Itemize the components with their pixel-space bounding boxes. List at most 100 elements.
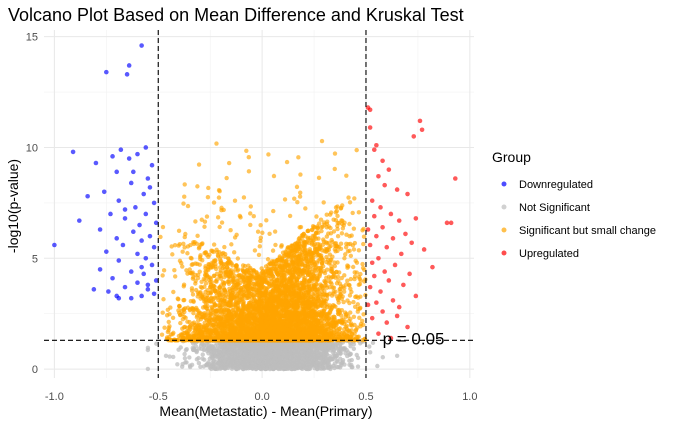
point-significant-small-change	[316, 175, 322, 181]
point-not-significant	[319, 355, 324, 361]
point-not-significant	[218, 357, 224, 362]
point-significant-small-change	[195, 294, 200, 299]
point-not-significant	[293, 342, 298, 347]
point-significant-small-change	[335, 233, 341, 239]
point-not-significant	[294, 364, 299, 369]
point-not-significant	[187, 364, 193, 370]
point-not-significant	[256, 359, 261, 365]
point-significant-small-change	[224, 175, 229, 181]
point-not-significant	[222, 365, 228, 371]
point-not-significant	[271, 363, 277, 368]
point-not-significant	[206, 343, 212, 349]
point-not-significant	[271, 351, 276, 356]
point-not-significant	[246, 341, 252, 347]
point-not-significant	[312, 361, 318, 366]
point-not-significant	[175, 362, 180, 367]
point-significant-small-change	[193, 219, 198, 224]
point-significant-small-change	[273, 242, 278, 248]
point-not-significant	[328, 357, 333, 362]
point-not-significant	[300, 363, 305, 368]
point-not-significant	[196, 355, 201, 361]
point-significant-small-change	[333, 205, 339, 210]
point-significant-small-change	[182, 194, 187, 199]
point-not-significant	[335, 359, 340, 364]
point-significant-small-change	[161, 297, 166, 302]
point-not-significant	[340, 359, 345, 365]
point-significant-small-change	[361, 234, 367, 239]
point-not-significant	[318, 352, 323, 357]
point-not-significant	[229, 360, 235, 366]
point-not-significant	[226, 349, 231, 355]
point-not-significant	[267, 351, 273, 356]
point-not-significant	[178, 345, 183, 350]
point-not-significant	[145, 366, 151, 372]
point-not-significant	[194, 349, 199, 355]
point-not-significant	[274, 347, 279, 353]
point-not-significant	[284, 357, 289, 362]
point-significant-small-change	[335, 226, 340, 232]
point-significant-small-change	[161, 268, 167, 273]
point-not-significant	[219, 353, 225, 358]
point-not-significant	[334, 341, 339, 347]
point-not-significant	[326, 343, 332, 349]
point-significant-small-change	[203, 281, 209, 286]
point-significant-small-change	[193, 272, 198, 278]
point-not-significant	[265, 363, 271, 368]
point-not-significant	[154, 341, 159, 346]
point-not-significant	[347, 358, 352, 363]
point-significant-small-change	[204, 214, 210, 219]
point-not-significant	[237, 355, 242, 360]
point-significant-small-change	[160, 273, 165, 278]
point-significant-small-change	[168, 305, 173, 310]
point-significant-small-change	[346, 195, 351, 200]
point-significant-small-change	[170, 252, 175, 257]
point-significant-small-change	[318, 217, 324, 222]
point-not-significant	[184, 347, 189, 352]
point-not-significant	[238, 341, 244, 346]
point-not-significant	[367, 350, 373, 355]
point-significant-small-change	[199, 217, 204, 222]
point-significant-small-change	[190, 321, 195, 326]
point-significant-small-change	[343, 245, 349, 250]
point-not-significant	[304, 362, 310, 367]
point-significant-small-change	[235, 256, 241, 261]
point-not-significant	[234, 358, 240, 364]
point-not-significant	[253, 363, 258, 369]
point-not-significant	[222, 359, 227, 364]
point-not-significant	[202, 343, 207, 348]
point-not-significant	[182, 356, 188, 361]
point-not-significant	[323, 357, 328, 363]
point-not-significant	[163, 353, 169, 359]
point-significant-small-change	[202, 219, 208, 224]
point-not-significant	[198, 364, 203, 369]
point-not-significant	[288, 355, 293, 360]
point-significant-small-change	[259, 266, 264, 271]
point-not-significant	[250, 365, 255, 370]
point-not-significant	[171, 354, 176, 360]
point-not-significant	[292, 351, 297, 356]
point-not-significant	[259, 355, 264, 361]
point-not-significant	[380, 355, 386, 360]
point-not-significant	[183, 360, 188, 365]
point-not-significant	[323, 365, 328, 370]
point-not-significant	[293, 355, 298, 360]
point-not-significant	[253, 357, 258, 362]
point-significant-small-change	[341, 289, 347, 294]
point-significant-small-change	[296, 155, 301, 160]
point-not-significant	[294, 346, 300, 351]
point-not-significant	[314, 364, 319, 370]
point-not-significant	[252, 343, 257, 348]
point-not-significant	[245, 365, 250, 370]
point-significant-small-change	[241, 195, 247, 200]
point-significant-small-change	[182, 234, 187, 240]
point-not-significant	[272, 355, 278, 360]
point-significant-small-change	[214, 247, 219, 252]
point-not-significant	[351, 342, 357, 347]
point-not-significant	[331, 348, 337, 353]
point-significant-small-change	[352, 240, 358, 246]
point-significant-small-change	[197, 269, 202, 274]
point-not-significant	[219, 365, 224, 371]
point-not-significant	[187, 355, 192, 360]
point-not-significant	[191, 347, 196, 352]
